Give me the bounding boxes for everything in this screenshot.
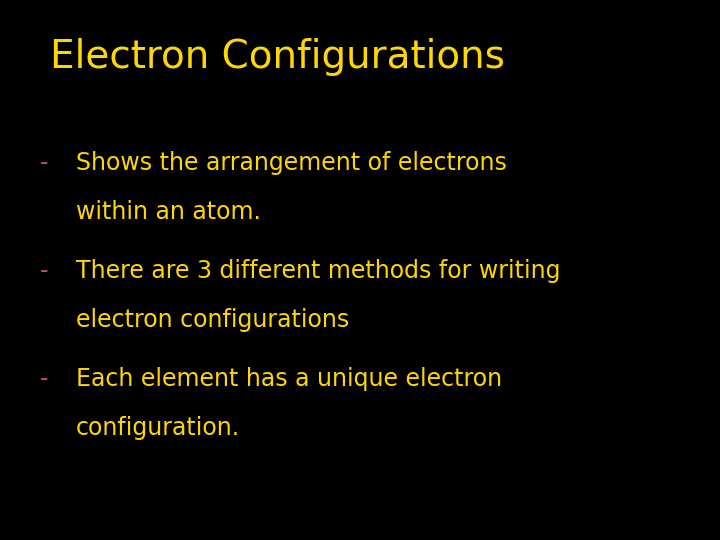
Text: -: -: [40, 151, 48, 175]
Text: Shows the arrangement of electrons: Shows the arrangement of electrons: [76, 151, 506, 175]
Text: Each element has a unique electron: Each element has a unique electron: [76, 367, 502, 391]
Text: -: -: [40, 367, 48, 391]
Text: There are 3 different methods for writing: There are 3 different methods for writin…: [76, 259, 560, 283]
Text: within an atom.: within an atom.: [76, 200, 261, 224]
Text: electron configurations: electron configurations: [76, 308, 349, 332]
Text: Electron Configurations: Electron Configurations: [50, 38, 505, 76]
Text: -: -: [40, 259, 48, 283]
Text: configuration.: configuration.: [76, 416, 240, 440]
